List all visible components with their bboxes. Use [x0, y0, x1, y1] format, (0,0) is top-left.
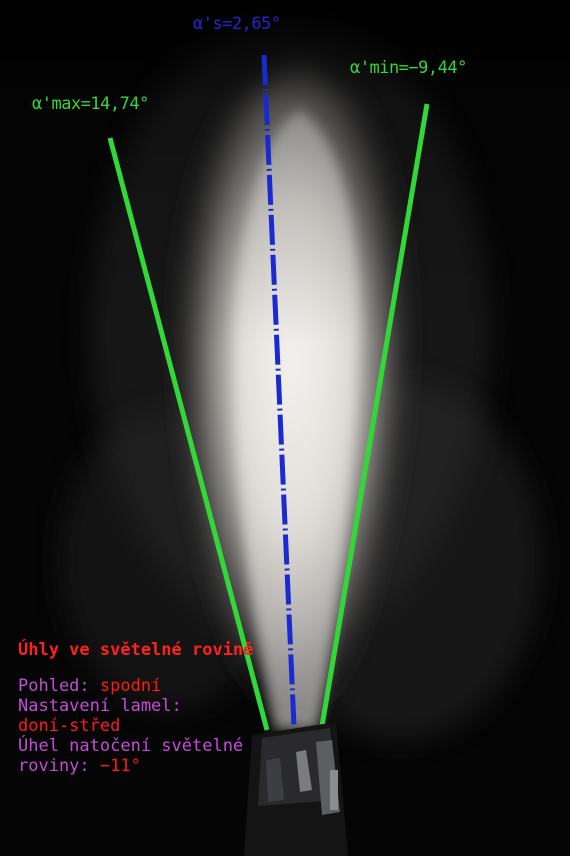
luminaire [244, 722, 348, 856]
min-angle-label: α'min=−9,44° [350, 58, 467, 78]
angle-row: Úhel natočení světelné roviny: −11° [18, 736, 318, 776]
min-angle-line [319, 103, 430, 727]
axis-angle-label: α's=2,65° [193, 14, 281, 34]
info-panel: Úhly ve světelné rovině Pohled: spodní N… [18, 640, 318, 776]
angle-value: −11° [99, 756, 141, 776]
lamel-label: Nastavení lamel: [18, 696, 182, 716]
angle-label: Úhel natočení světelné roviny: [18, 736, 244, 776]
view-value: spodní [99, 676, 162, 696]
max-angle-label: α'max=14,74° [32, 94, 149, 114]
lamel-value: doní-střed [18, 716, 121, 736]
view-label: Pohled: [18, 676, 90, 696]
max-angle-line [107, 137, 270, 731]
panel-title: Úhly ve světelné rovině [18, 640, 254, 660]
axis-line [261, 54, 297, 727]
view-row: Pohled: spodní [18, 676, 318, 696]
